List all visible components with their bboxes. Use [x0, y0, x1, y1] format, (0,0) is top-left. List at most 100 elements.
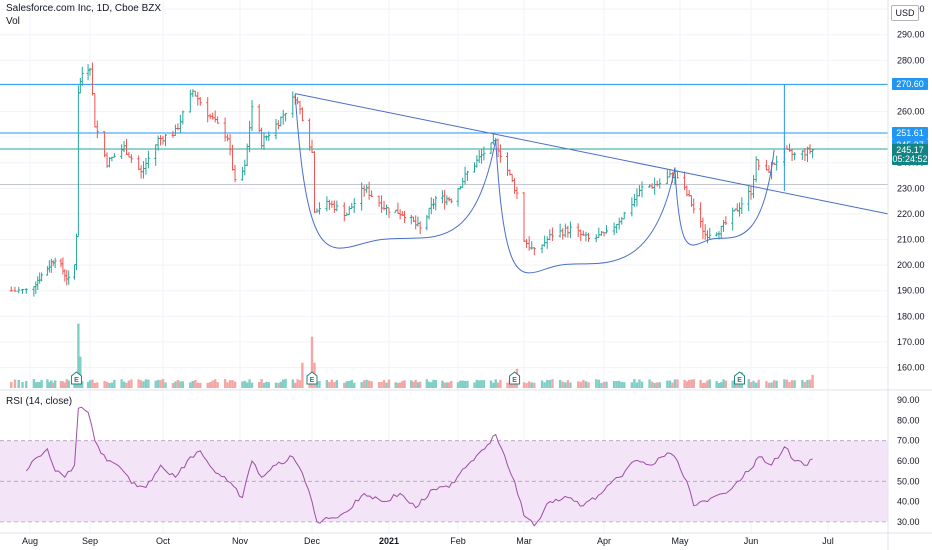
volume-bar — [701, 382, 705, 388]
volume-bar — [434, 379, 437, 388]
volume-bar — [600, 382, 603, 388]
earnings-letter: E — [310, 377, 315, 384]
volume-bar — [633, 379, 636, 388]
time-tick-label: Jun — [744, 536, 759, 546]
volume-bar — [120, 379, 123, 388]
volume-bar — [650, 381, 654, 388]
price-tick-label: 200.00 — [897, 260, 925, 270]
volume-bar — [223, 379, 227, 388]
volume-bar — [430, 382, 433, 388]
volume-bar — [492, 382, 495, 388]
volume-bar — [161, 379, 165, 388]
volume-bar — [79, 356, 82, 388]
volume-bar — [216, 382, 219, 388]
volume-bar — [569, 382, 572, 388]
volume-bar — [412, 381, 415, 388]
earnings-marker: E — [509, 371, 521, 385]
volume-bar — [108, 382, 111, 388]
volume-bar — [294, 382, 297, 388]
volume-bar — [348, 381, 351, 388]
volume-bar — [683, 379, 686, 388]
volume-bar — [250, 382, 254, 388]
volume-bar — [731, 380, 734, 388]
volume-bar — [671, 382, 674, 388]
volume-bar — [196, 382, 199, 388]
volume-bar — [722, 379, 725, 388]
volume-bar — [494, 379, 497, 388]
volume-bar — [506, 382, 509, 388]
volume-bar — [543, 382, 546, 388]
volume-bar — [410, 380, 413, 388]
volume-bar — [398, 382, 402, 388]
earnings-letter: E — [512, 377, 517, 384]
volume-bar — [262, 382, 266, 388]
time-tick-label: Feb — [450, 536, 466, 546]
volume-bar — [770, 382, 773, 388]
volume-bar — [546, 379, 549, 388]
volume-bar — [274, 382, 278, 388]
price-tick-label: 290.00 — [897, 30, 925, 40]
volume-bar — [653, 382, 656, 388]
earnings-badge — [734, 371, 746, 385]
volume-bar — [673, 379, 677, 388]
rsi-legend[interactable]: RSI (14, close) — [6, 396, 73, 407]
volume-bar — [496, 382, 500, 388]
volume-bar — [533, 382, 536, 388]
volume-bar — [525, 382, 528, 388]
volume-bar — [291, 379, 294, 388]
volume-bar — [260, 379, 263, 388]
volume-bar — [414, 379, 417, 388]
volume-bar — [425, 379, 429, 388]
horizontal-levels[interactable] — [0, 83, 888, 185]
volume-bar — [747, 379, 750, 388]
price-tick-label: 160.00 — [897, 363, 925, 373]
currency-badge[interactable]: USD — [891, 5, 919, 21]
volume-bar — [706, 380, 709, 388]
volume-bar — [489, 380, 493, 388]
volume-bar — [315, 381, 319, 388]
volume-bar — [360, 382, 363, 388]
price-tick-label: 210.00 — [897, 235, 925, 245]
time-tick-label: 2021 — [379, 536, 399, 546]
drawings[interactable] — [294, 84, 889, 274]
price-tick-label: 170.00 — [897, 337, 925, 347]
volume-bar — [793, 380, 796, 388]
volume-bar — [127, 380, 131, 388]
volume-bar — [86, 381, 90, 388]
volume-bar — [736, 382, 739, 388]
volume-bar — [63, 382, 67, 388]
volume-bar — [174, 381, 177, 388]
volume-bar — [576, 381, 580, 388]
volume-bar — [48, 382, 51, 388]
volume-bar — [558, 379, 562, 388]
volume-bar — [708, 379, 711, 388]
volume-bar — [418, 381, 422, 388]
price-tag: 270.60 — [892, 78, 928, 91]
volume-legend[interactable]: Vol — [6, 16, 20, 27]
volume-bar — [772, 380, 776, 388]
volume-bar — [456, 382, 460, 388]
earnings-letter: E — [74, 377, 79, 384]
volume-bar — [806, 379, 809, 388]
volume-bar — [258, 382, 261, 388]
earnings-letter: E — [737, 377, 742, 384]
volume-bar — [279, 381, 282, 388]
symbol-legend[interactable]: Salesforce.com Inc, 1D, Cboe BZX — [6, 3, 162, 14]
volume-bar — [396, 382, 400, 388]
volume-bar — [181, 381, 185, 388]
volume-bar — [473, 382, 476, 388]
volume-bar — [93, 382, 97, 388]
volume-bar — [618, 380, 621, 388]
volume-bar — [243, 380, 246, 388]
volume-bar — [403, 380, 406, 388]
volume-bar — [640, 381, 644, 388]
time-tick-label: Mar — [516, 536, 532, 546]
volume-bar — [21, 382, 24, 388]
volume-bar — [724, 380, 728, 388]
rsi-tick-label: 30.00 — [897, 517, 920, 527]
volume-bar — [164, 382, 167, 388]
earnings-marker: E — [70, 371, 82, 385]
volume-bar — [199, 382, 202, 388]
